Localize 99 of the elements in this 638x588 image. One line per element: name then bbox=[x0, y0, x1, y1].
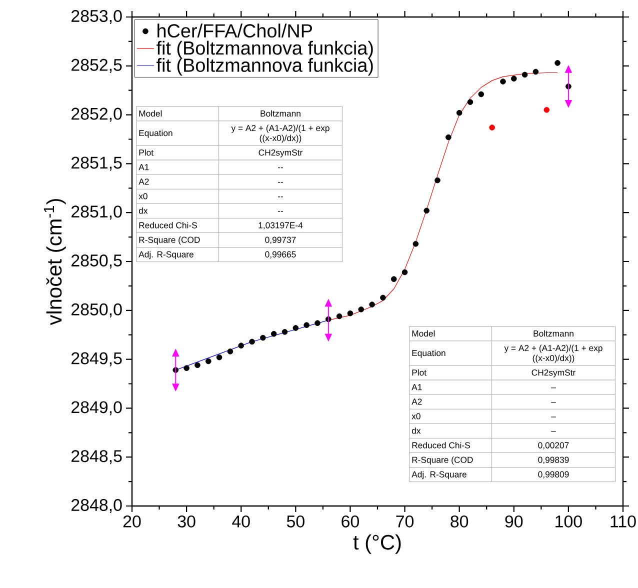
x-tick-label: 50 bbox=[286, 515, 304, 528]
annotation: A1 bbox=[412, 384, 422, 390]
annotation: CH2symStr bbox=[532, 369, 576, 378]
point bbox=[402, 269, 408, 276]
x-tick-label: 60 bbox=[342, 515, 359, 528]
point bbox=[434, 177, 440, 184]
point bbox=[489, 124, 495, 130]
legend-label: fit (Boltzmannova funkcia) bbox=[156, 40, 373, 58]
point bbox=[282, 329, 288, 335]
legend-label: fit (Boltzmannova funkcia) bbox=[156, 58, 373, 76]
point bbox=[522, 72, 528, 78]
annotation: Boltzmann bbox=[534, 330, 574, 337]
annotation: Plot bbox=[139, 149, 154, 156]
annotation: -- bbox=[278, 182, 283, 183]
annotation: Adj. R-Square bbox=[138, 251, 194, 260]
point bbox=[500, 78, 506, 84]
y-tick-label: 2852,5 bbox=[72, 58, 122, 73]
point bbox=[456, 110, 462, 116]
x-tick-label: 30 bbox=[178, 515, 196, 528]
point bbox=[260, 334, 266, 341]
annotation: Adj. R-Square bbox=[412, 471, 466, 480]
point bbox=[336, 313, 342, 320]
annotation: -- bbox=[278, 196, 283, 198]
point bbox=[270, 330, 277, 337]
annotation: Reduced Chi-S bbox=[139, 222, 197, 228]
point bbox=[532, 68, 539, 75]
x-tick-label: 70 bbox=[396, 515, 414, 528]
y-tick-label: 2851,5 bbox=[72, 156, 122, 171]
annotation: – bbox=[551, 431, 556, 432]
point bbox=[184, 365, 190, 371]
point bbox=[227, 348, 234, 354]
point bbox=[424, 208, 430, 214]
annotation: dx bbox=[412, 427, 421, 434]
annotation: A2 bbox=[138, 178, 149, 185]
annotation: x0 bbox=[412, 413, 420, 420]
x-tick-label: 90 bbox=[505, 515, 523, 528]
point bbox=[314, 320, 320, 326]
annotation: A1 bbox=[138, 164, 149, 170]
annotation: Model bbox=[139, 110, 162, 117]
x-tick-label: 80 bbox=[450, 515, 468, 528]
annotation: Equation bbox=[139, 130, 172, 138]
legend-label: hCer/FFA/Chol/NP bbox=[158, 24, 312, 38]
y-tick-label: 2852,0 bbox=[72, 108, 122, 122]
point bbox=[380, 294, 386, 301]
point bbox=[554, 60, 560, 66]
annotation: dx bbox=[138, 207, 148, 214]
annotation: 0,99839 bbox=[538, 456, 569, 464]
x-axis-title: t (°C) bbox=[353, 534, 401, 554]
annotation: 0,00207 bbox=[538, 442, 569, 450]
point bbox=[467, 99, 474, 105]
y-tick-label: 2848,5 bbox=[72, 450, 122, 464]
annotation: -- bbox=[278, 167, 283, 168]
point bbox=[249, 338, 255, 345]
annotation: – bbox=[551, 416, 556, 418]
x-tick-label: 110 bbox=[610, 515, 636, 528]
point bbox=[510, 76, 517, 82]
point bbox=[390, 276, 397, 282]
annotation: Plot bbox=[412, 369, 426, 376]
annotation: 0,99665 bbox=[265, 251, 296, 258]
point bbox=[544, 107, 550, 113]
annotation: 1,03197E-4 bbox=[258, 222, 303, 230]
annotation: Boltzmann bbox=[260, 110, 300, 117]
point bbox=[347, 310, 354, 316]
annotation: R-Square (COD bbox=[139, 236, 200, 245]
annotation: y = A2 + (A1-A2)/(1 + exp ((x-x0)/dx)) bbox=[231, 124, 330, 143]
point bbox=[478, 91, 484, 98]
x-tick-label: 100 bbox=[556, 515, 582, 528]
annotation: CH2symStr bbox=[258, 149, 303, 158]
y-tick-label: 2848,0 bbox=[72, 499, 122, 513]
annotation: R-Square (COD bbox=[412, 456, 473, 465]
point bbox=[446, 134, 452, 140]
annotation: 0,99737 bbox=[265, 236, 296, 244]
annotation: A2 bbox=[412, 398, 422, 405]
point bbox=[358, 306, 364, 312]
annotation: x0 bbox=[138, 193, 148, 200]
y-tick-label: 2850,5 bbox=[72, 254, 122, 268]
annotation: y = A2 + (A1-A2)/(1 + exp ((x-x0)/dx)) bbox=[504, 344, 602, 363]
point bbox=[194, 362, 200, 368]
point bbox=[238, 342, 244, 349]
y-tick-label: 2849,5 bbox=[72, 352, 122, 366]
y-tick-label: 2849,0 bbox=[72, 401, 122, 416]
annotation: Model bbox=[412, 330, 435, 337]
annotation: -- bbox=[278, 211, 283, 212]
annotation: 0,99809 bbox=[538, 471, 569, 478]
point bbox=[304, 322, 310, 328]
point bbox=[292, 325, 299, 331]
annotation: Equation bbox=[412, 350, 446, 358]
y-tick-label: 2853,0 bbox=[72, 10, 122, 24]
point bbox=[412, 240, 419, 247]
annotation: – bbox=[551, 402, 556, 403]
y-axis-title: vlnočet (cm$^{-1}$) bbox=[44, 199, 66, 326]
y-tick-label: 2850,0 bbox=[72, 303, 122, 318]
y-tick-label: 2851,0 bbox=[72, 206, 122, 220]
point bbox=[216, 354, 222, 360]
point bbox=[369, 302, 375, 308]
x-tick-label: 40 bbox=[232, 515, 250, 528]
x-tick-label: 20 bbox=[123, 515, 141, 528]
annotation: Reduced Chi-S bbox=[412, 442, 470, 448]
point bbox=[205, 358, 212, 364]
